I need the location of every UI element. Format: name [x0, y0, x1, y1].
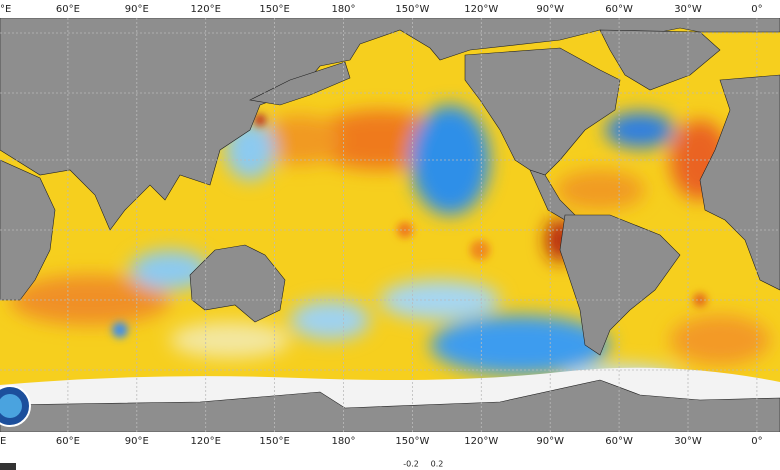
bottom-longitude-label: 90°W	[536, 436, 564, 447]
top-longitude-label: 150°W	[395, 4, 429, 15]
top-longitude-label: 120°W	[464, 4, 498, 15]
colorbar-label: 0.2	[431, 460, 444, 469]
graticule	[0, 18, 780, 432]
colorbar-swatch	[0, 463, 16, 470]
bottom-longitude-label: E	[0, 436, 6, 447]
bottom-longitude-label: 120°E	[190, 436, 220, 447]
map-area	[0, 18, 780, 432]
bottom-longitude-label: 90°E	[125, 436, 149, 447]
top-longitude-label: 180°	[331, 4, 355, 15]
colorbar-label: -0.2	[403, 460, 419, 469]
bottom-longitude-label: 120°W	[464, 436, 498, 447]
bottom-longitude-label: 150°E	[259, 436, 289, 447]
top-longitude-label: 150°E	[259, 4, 289, 15]
top-longitude-label: °E	[0, 4, 11, 15]
bottom-longitude-label: 0°	[751, 436, 762, 447]
top-longitude-label: 120°E	[190, 4, 220, 15]
bottom-longitude-label: 60°W	[605, 436, 633, 447]
top-longitude-label: 90°W	[536, 4, 564, 15]
bottom-longitude-label: 60°E	[56, 436, 80, 447]
land	[0, 18, 780, 432]
top-longitude-label: 90°E	[125, 4, 149, 15]
top-longitude-label: 30°W	[674, 4, 702, 15]
top-longitude-label: 60°W	[605, 4, 633, 15]
noaa-logo	[0, 385, 31, 427]
top-longitude-label: 60°E	[56, 4, 80, 15]
bottom-longitude-label: 180°	[331, 436, 355, 447]
bottom-longitude-label: 30°W	[674, 436, 702, 447]
top-longitude-label: 0°	[751, 4, 762, 15]
bottom-longitude-label: 150°W	[395, 436, 429, 447]
